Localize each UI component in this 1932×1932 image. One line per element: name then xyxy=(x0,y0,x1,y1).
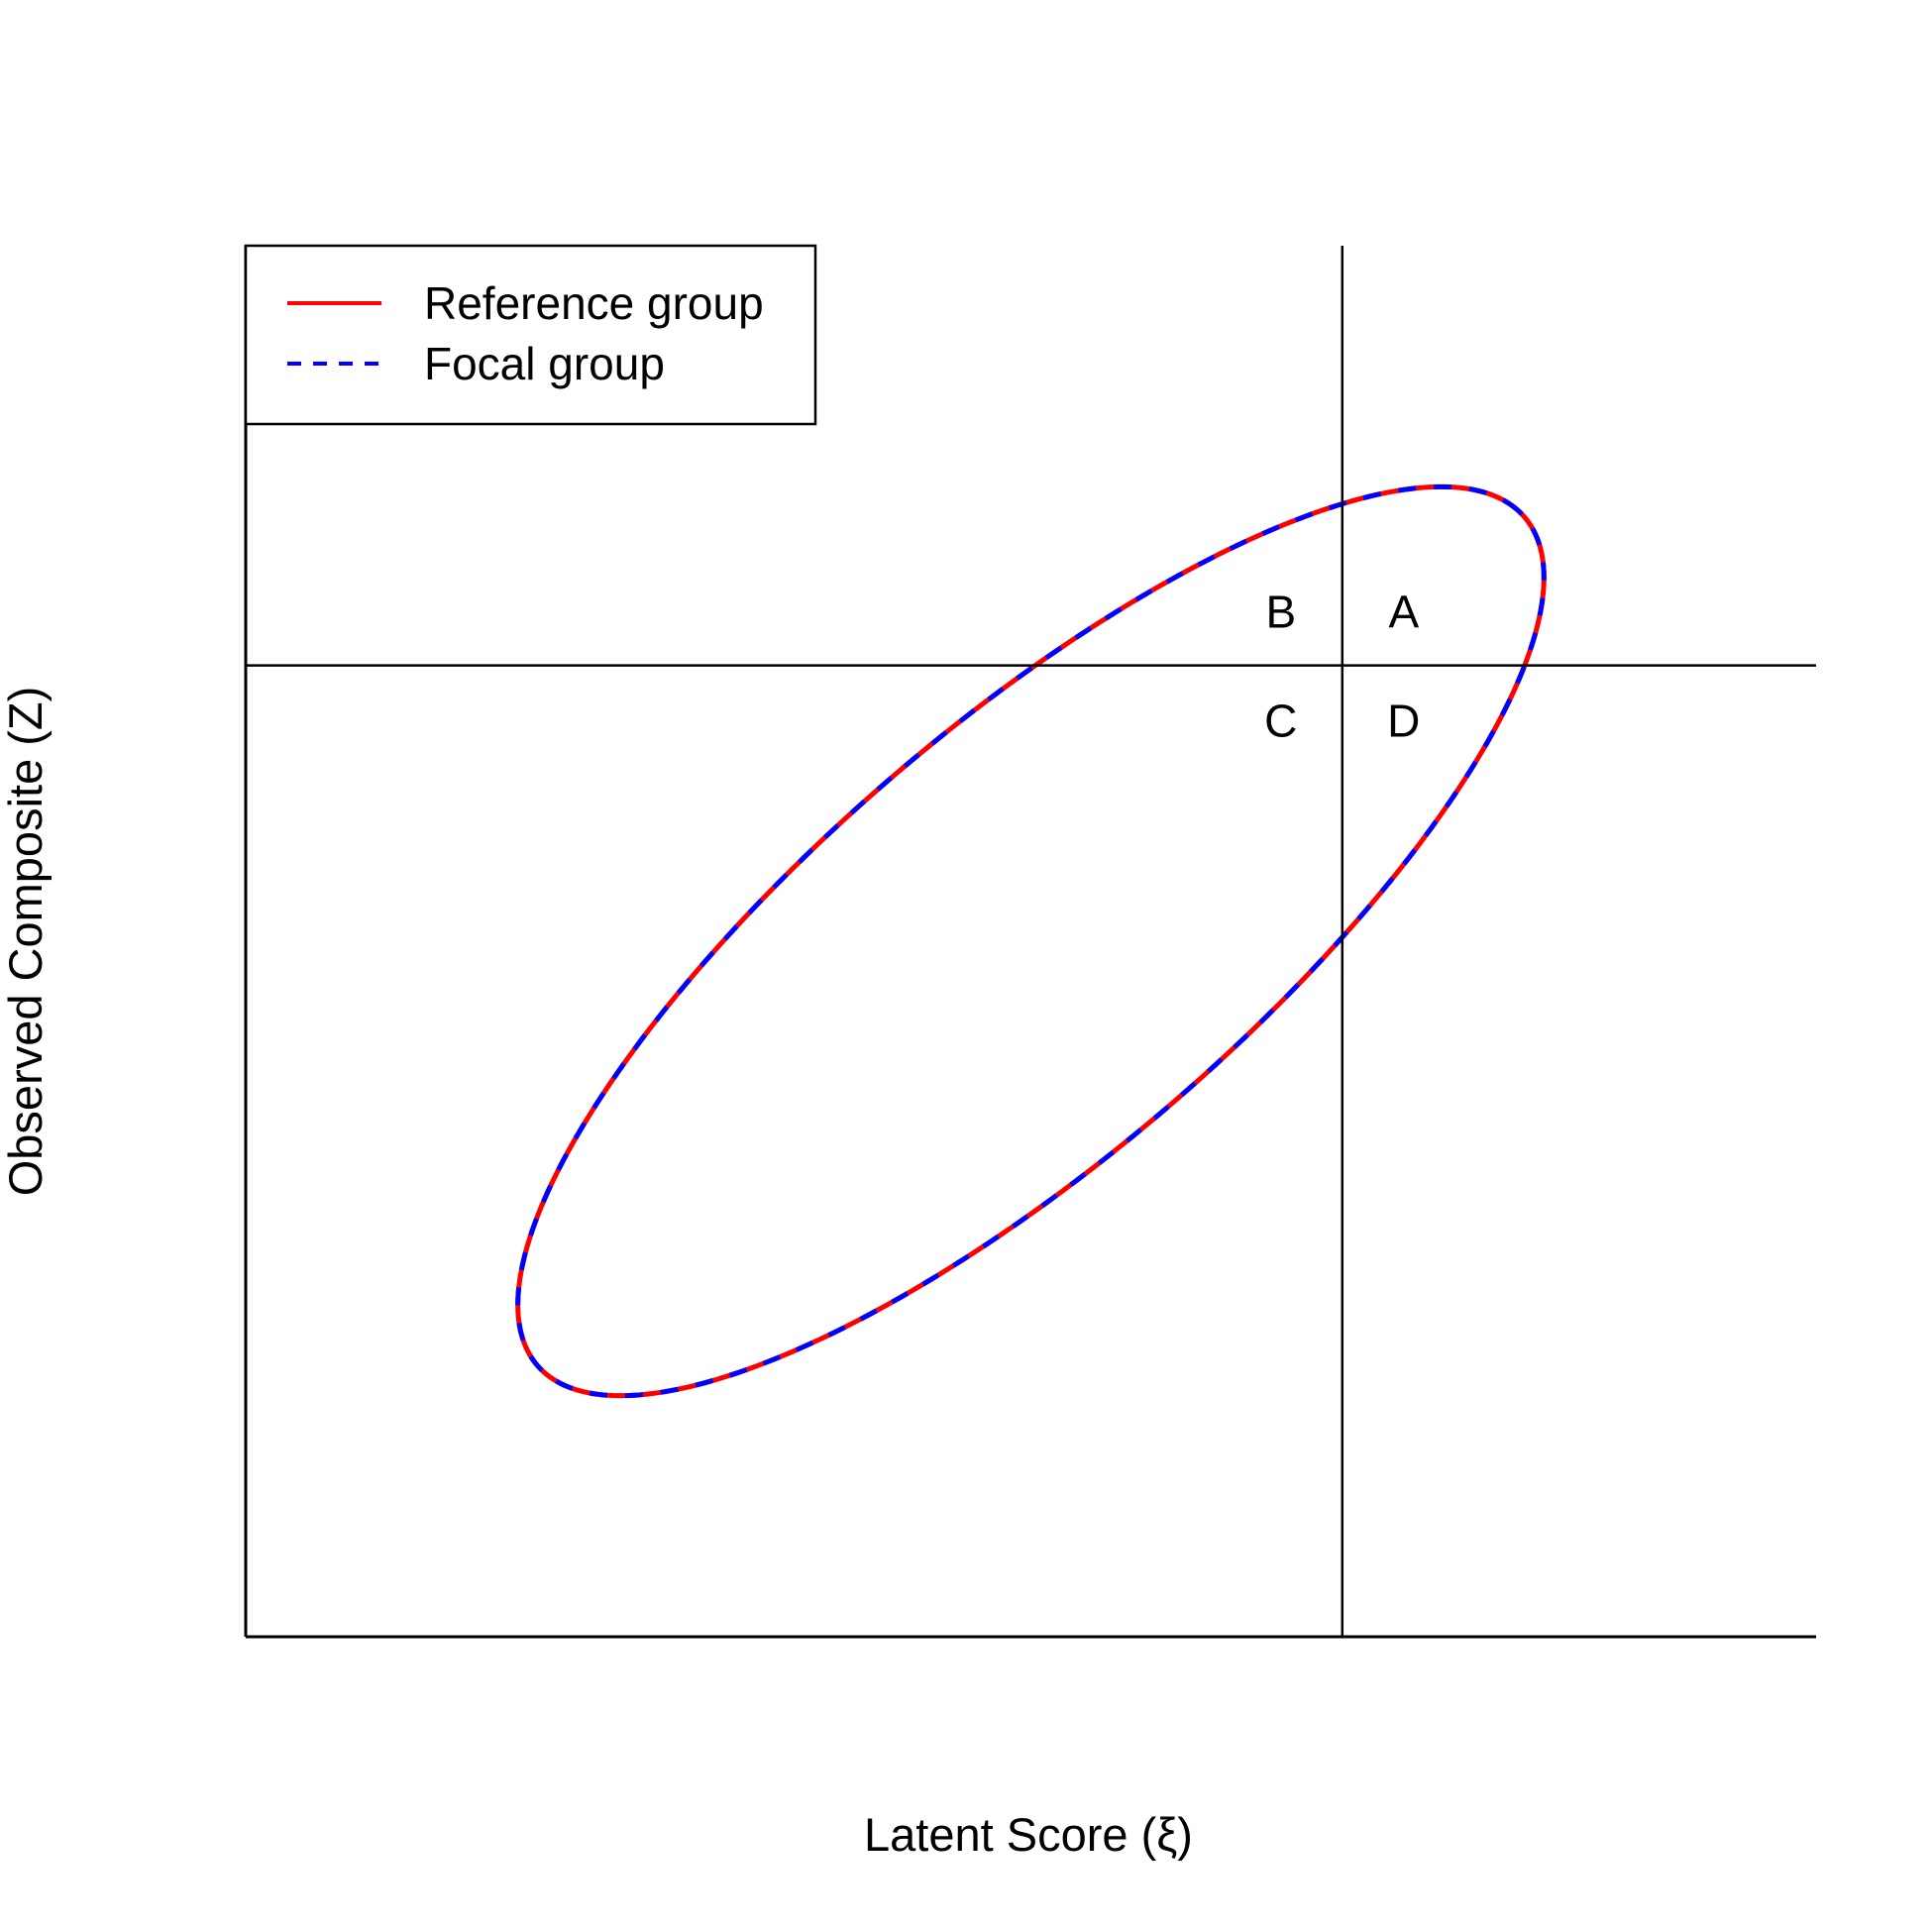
focal-group-ellipse xyxy=(515,483,1547,1399)
legend-label-reference: Reference group xyxy=(424,277,764,329)
quadrant-label-d: D xyxy=(1387,696,1420,747)
quadrant-label-a: A xyxy=(1388,587,1419,638)
quadrant-label-c: C xyxy=(1264,696,1297,747)
legend: Reference group Focal group xyxy=(244,244,817,426)
legend-box xyxy=(244,244,817,426)
y-axis-title: Observed Composite (Z) xyxy=(0,687,52,1197)
plot-area xyxy=(515,483,1547,1399)
x-axis-title: Latent Score (ξ) xyxy=(864,1808,1193,1861)
quadrant-label-b: B xyxy=(1265,587,1296,638)
legend-label-focal: Focal group xyxy=(424,338,665,389)
